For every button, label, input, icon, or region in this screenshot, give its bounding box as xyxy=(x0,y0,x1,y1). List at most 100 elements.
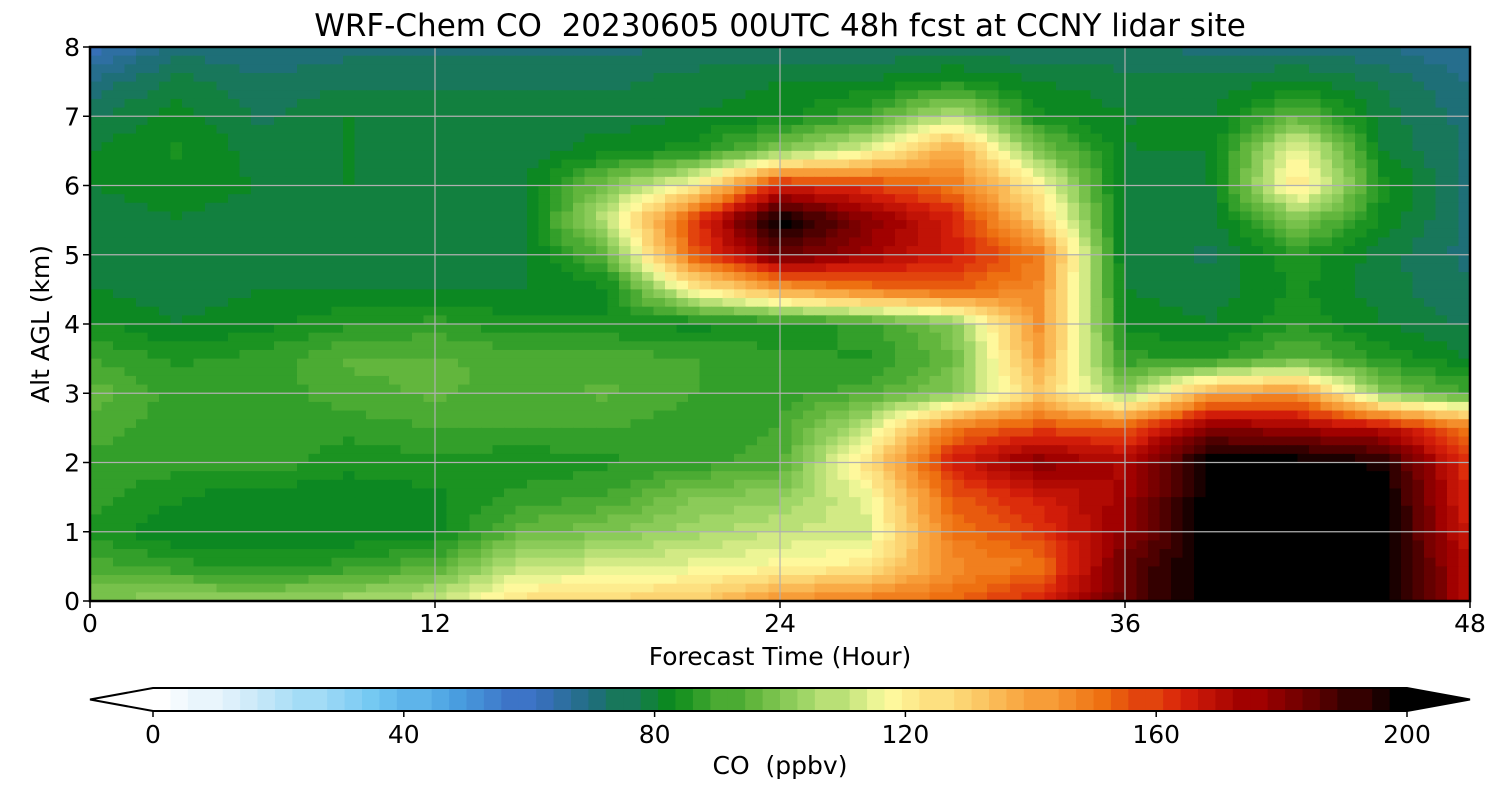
heatmap-cell xyxy=(538,393,551,403)
heatmap-cell xyxy=(320,107,333,117)
heatmap-cell xyxy=(469,254,482,265)
heatmap-cell xyxy=(1010,228,1023,239)
heatmap-cell xyxy=(251,159,264,169)
heatmap-cell xyxy=(1033,280,1046,290)
heatmap-cell xyxy=(423,246,436,256)
heatmap-cell xyxy=(101,90,114,100)
heatmap-cell xyxy=(665,315,678,325)
heatmap-cell xyxy=(722,220,735,230)
heatmap-cell xyxy=(688,194,701,204)
heatmap-cell xyxy=(216,107,229,117)
heatmap-cell xyxy=(113,116,126,126)
heatmap-cell xyxy=(469,150,482,161)
heatmap-cell xyxy=(538,176,551,187)
heatmap-cell xyxy=(1171,176,1184,187)
heatmap-cell xyxy=(952,289,965,299)
heatmap-cell xyxy=(699,254,712,265)
heatmap-cell xyxy=(366,272,379,282)
heatmap-cell xyxy=(895,349,908,360)
heatmap-cell xyxy=(1263,237,1276,247)
heatmap-cell xyxy=(124,272,137,282)
heatmap-cell xyxy=(205,237,218,247)
heatmap-cell xyxy=(745,124,758,135)
heatmap-cell xyxy=(504,72,517,83)
heatmap-cell xyxy=(446,124,459,135)
heatmap-cell xyxy=(952,194,965,204)
heatmap-cell xyxy=(1205,211,1218,221)
heatmap-cell xyxy=(1044,124,1057,135)
heatmap-cell xyxy=(504,393,517,403)
heatmap-cell xyxy=(1113,384,1126,394)
heatmap-cell xyxy=(527,263,540,273)
heatmap-cell xyxy=(308,211,321,221)
heatmap-cell xyxy=(1102,72,1115,83)
heatmap-cell xyxy=(849,220,862,230)
heatmap-cell xyxy=(1125,228,1138,239)
heatmap-cell xyxy=(377,341,390,351)
heatmap-cell xyxy=(216,47,229,57)
heatmap-cell xyxy=(688,237,701,247)
heatmap-cell xyxy=(895,324,908,334)
heatmap-cell xyxy=(285,341,298,351)
heatmap-cell xyxy=(975,72,988,83)
heatmap-cell xyxy=(1182,280,1195,290)
heatmap-cell xyxy=(665,324,678,334)
heatmap-cell xyxy=(826,220,839,230)
heatmap-cell xyxy=(1171,367,1184,377)
heatmap-cell xyxy=(573,315,586,325)
heatmap-cell xyxy=(136,159,149,169)
heatmap-cell xyxy=(619,133,632,143)
heatmap-cell xyxy=(642,72,655,83)
heatmap-cell xyxy=(354,90,367,100)
heatmap-cell xyxy=(423,55,436,65)
heatmap-cell xyxy=(1090,228,1103,239)
heatmap-cell xyxy=(1182,384,1195,394)
heatmap-cell xyxy=(941,211,954,221)
heatmap-cell xyxy=(458,142,471,152)
heatmap-cell xyxy=(780,211,793,221)
heatmap-cell xyxy=(193,254,206,265)
heatmap-cell xyxy=(630,185,643,195)
heatmap-cell xyxy=(607,289,620,299)
heatmap-cell xyxy=(205,159,218,169)
heatmap-cell xyxy=(1228,263,1241,273)
heatmap-cell xyxy=(1366,116,1379,126)
heatmap-cell xyxy=(147,358,160,368)
heatmap-cell xyxy=(182,393,195,403)
heatmap-cell xyxy=(515,367,528,377)
heatmap-cell xyxy=(952,81,965,91)
heatmap-cell xyxy=(1240,237,1253,247)
heatmap-cell xyxy=(377,55,390,65)
heatmap-cell xyxy=(987,168,1000,178)
heatmap-cell xyxy=(331,168,344,178)
heatmap-cell xyxy=(136,401,149,412)
heatmap-cell xyxy=(1113,124,1126,135)
heatmap-cell xyxy=(1251,246,1264,256)
heatmap-cell xyxy=(676,306,689,316)
heatmap-cell xyxy=(262,315,275,325)
heatmap-cell xyxy=(872,55,885,65)
heatmap-cell xyxy=(1389,150,1402,161)
heatmap-cell xyxy=(205,211,218,221)
heatmap-cell xyxy=(1424,142,1437,152)
heatmap-cell xyxy=(722,289,735,299)
heatmap-cell xyxy=(492,72,505,83)
heatmap-cell xyxy=(228,280,241,290)
heatmap-cell xyxy=(308,280,321,290)
heatmap-cell xyxy=(389,168,402,178)
heatmap-cell xyxy=(262,375,275,386)
heatmap-cell xyxy=(975,228,988,239)
heatmap-cell xyxy=(354,176,367,187)
heatmap-cell xyxy=(906,107,919,117)
heatmap-cell xyxy=(147,298,160,308)
heatmap-cell xyxy=(814,211,827,221)
heatmap-cell xyxy=(1090,116,1103,126)
heatmap-cell xyxy=(642,124,655,135)
heatmap-cell xyxy=(906,159,919,169)
heatmap-cell xyxy=(101,289,114,299)
heatmap-cell xyxy=(849,306,862,316)
heatmap-cell xyxy=(320,142,333,152)
heatmap-cell xyxy=(676,211,689,221)
heatmap-cell xyxy=(711,349,724,360)
heatmap-cell xyxy=(1435,159,1448,169)
